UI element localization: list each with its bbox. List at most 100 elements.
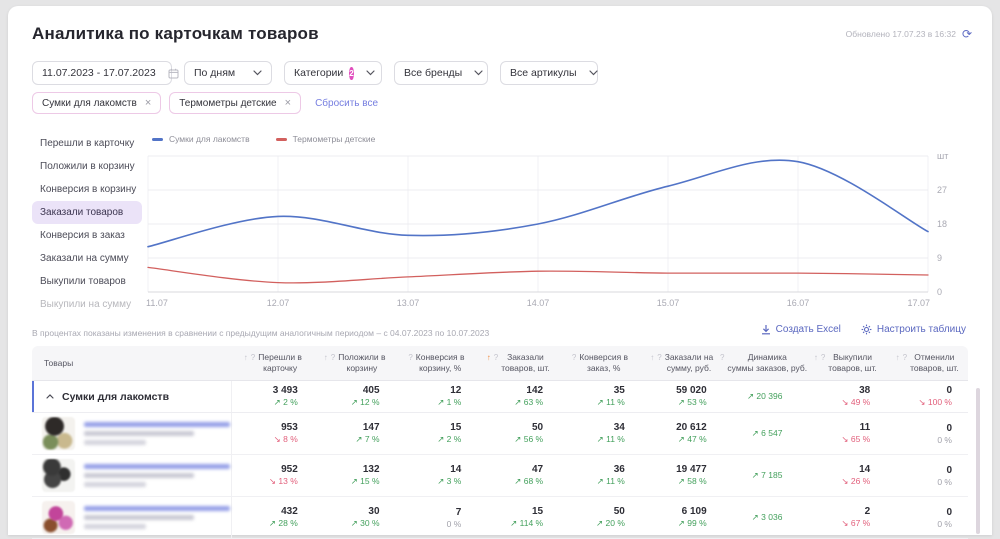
product-name-link-redacted[interactable] (84, 464, 230, 469)
product-thumbnail (42, 501, 75, 534)
create-excel-button[interactable]: Создать Excel (761, 324, 841, 335)
cell-value: 47 (531, 464, 544, 475)
brands-select[interactable]: Все бренды (394, 61, 488, 85)
y-tick-label: 0 (937, 287, 942, 297)
cell-change: ↗ 99 % (677, 518, 707, 528)
sidebar-metric-item[interactable]: Заказали товаров (32, 201, 142, 224)
refresh-icon[interactable]: ⟳ (961, 27, 972, 41)
reset-all-link[interactable]: Сбросить все (315, 97, 379, 109)
categories-select[interactable]: Категории 2 (284, 61, 382, 85)
help-icon[interactable]: ? (902, 353, 908, 362)
calendar-icon (168, 68, 179, 78)
cell-change: ↗ 20 % (596, 518, 625, 528)
help-icon[interactable]: ? (571, 353, 577, 362)
categories-label: Категории (294, 67, 344, 79)
column-header-line: Заказали на (664, 352, 714, 362)
legend-label: Термометры детские (292, 134, 376, 144)
column-header-label: Динамика суммы заказов, руб. (727, 352, 807, 380)
product-article-redacted (84, 482, 146, 487)
column-header[interactable]: ↑? Выкупили товаров, шт. (804, 346, 886, 380)
cell-value: 2 (864, 506, 871, 517)
group-row[interactable]: Сумки для лакомств 3 493 ↗ 2 % 405 ↗ 12 % 12 ↗… (32, 381, 968, 413)
cell-change: ↗ 28 % (268, 518, 298, 528)
cell-value: 147 (362, 422, 380, 433)
sort-arrow-icon[interactable]: ↑ (895, 353, 900, 362)
chip-label: Сумки для лакомств (42, 97, 137, 109)
comparison-note: В процентах показаны изменения в сравнен… (32, 328, 490, 338)
series-line-0 (147, 159, 929, 248)
sidebar-metric-item[interactable]: Положили в корзину (40, 161, 135, 172)
sidebar-metric-item[interactable]: Выкупили на сумму (40, 299, 132, 310)
group-row-title[interactable]: Сумки для лакомств (32, 381, 232, 412)
help-icon[interactable]: ? (719, 353, 725, 362)
filters-bar: 11.07.2023 - 17.07.2023 По дням Категори… (32, 61, 598, 85)
categories-count-badge: 2 (349, 66, 354, 80)
table-row: 432 ↗ 28 % 30 ↗ 30 % 7 0 % 15 ↗ 114 % 50 ↗ 20 % 6 … (32, 497, 968, 539)
analytics-card: Аналитика по карточкам товаров Обновлено… (8, 6, 992, 539)
sidebar-metric-item[interactable]: Перешли в карточку (40, 138, 135, 149)
cell-change: ↗ 11 % (596, 476, 625, 486)
column-header-line: Динамика (747, 352, 787, 362)
metric-cell: ↗ 6 547 (723, 413, 805, 454)
configure-table-button[interactable]: Настроить таблицу (861, 324, 966, 335)
metric-cell: 147 ↗ 7 % (314, 413, 396, 454)
sort-arrow-icon[interactable]: ↑ (650, 353, 655, 362)
column-header-label: Заказали на сумму, руб. (665, 352, 714, 380)
cell-change: ↗ 47 % (677, 434, 707, 444)
help-icon[interactable]: ? (820, 353, 826, 362)
cell-change: ↗ 2 % (437, 434, 462, 444)
column-header[interactable]: ↑? Заказали товаров, шт. (477, 346, 559, 380)
product-cell (32, 455, 232, 496)
sidebar-metric-item[interactable]: Конверсия в заказ (40, 230, 125, 241)
column-header-line: заказ, % (587, 363, 621, 374)
collapse-chevron-icon[interactable] (46, 394, 54, 399)
sidebar-metric-item[interactable]: Выкупили товаров (40, 276, 126, 287)
sort-arrow-icon[interactable]: ↑ (323, 353, 328, 362)
sort-arrow-icon[interactable]: ↑ (243, 353, 248, 362)
column-header[interactable]: ↑? Перешли в карточку (232, 346, 314, 380)
chip-remove-icon[interactable]: × (144, 96, 152, 109)
cell-value: 0 (946, 385, 952, 396)
x-tick-label: 11.07 (146, 298, 168, 308)
help-icon[interactable]: ? (330, 353, 336, 362)
table-row: 952 ↘ 13 % 132 ↗ 15 % 14 ↗ 3 % 47 ↗ 68 % 36 ↗ 11 … (32, 455, 968, 497)
help-icon[interactable]: ? (250, 353, 256, 362)
sort-arrow-icon[interactable]: ↑ (813, 353, 818, 362)
cell-value: 142 (526, 385, 544, 396)
column-header[interactable]: ↑? Положили в корзину (314, 346, 396, 380)
help-icon[interactable]: ? (408, 353, 413, 362)
granularity-select[interactable]: По дням (184, 61, 272, 85)
chevron-down-icon (253, 70, 262, 76)
cell-change: ↗ 58 % (677, 476, 707, 486)
column-header[interactable]: ↑? Заказали на сумму, руб. (641, 346, 723, 380)
help-icon[interactable]: ? (493, 353, 499, 362)
metric-cell: 2 ↘ 67 % (804, 497, 886, 538)
metric-cell: 14 ↘ 26 % (804, 455, 886, 496)
product-text (84, 422, 230, 445)
sidebar-metric-item[interactable]: Конверсия в корзину (40, 184, 137, 195)
y-axis-unit-label: шт (937, 151, 948, 161)
filter-chip[interactable]: Термометры детские × (169, 92, 302, 114)
sidebar-metric-item[interactable]: Заказали на сумму (40, 253, 129, 264)
cell-value: 0 (946, 422, 952, 434)
legend-marker (275, 137, 287, 141)
chip-label: Термометры детские (179, 97, 277, 109)
chip-remove-icon[interactable]: × (284, 96, 292, 109)
product-name-link-redacted[interactable] (84, 422, 230, 427)
cell-change: ↗ 2 % (273, 397, 298, 407)
product-name-link-redacted[interactable] (84, 506, 230, 511)
cell-change: ↗ 6 547 (751, 428, 783, 438)
articles-select[interactable]: Все артикулы (500, 61, 598, 85)
help-icon[interactable]: ? (657, 353, 662, 362)
legend-label: Сумки для лакомств (169, 134, 250, 144)
column-header-products: Товары (44, 358, 74, 368)
metric-cell: 19 477 ↗ 58 % (641, 455, 723, 496)
filter-chip[interactable]: Сумки для лакомств × (32, 92, 162, 114)
column-header[interactable]: ↑? Отменили товаров, шт. (886, 346, 968, 380)
date-range-picker[interactable]: 11.07.2023 - 17.07.2023 (32, 61, 179, 85)
cell-value: 35 (613, 385, 625, 396)
table-scrollbar[interactable] (976, 388, 980, 534)
sort-arrow-icon[interactable]: ↑ (486, 353, 491, 362)
